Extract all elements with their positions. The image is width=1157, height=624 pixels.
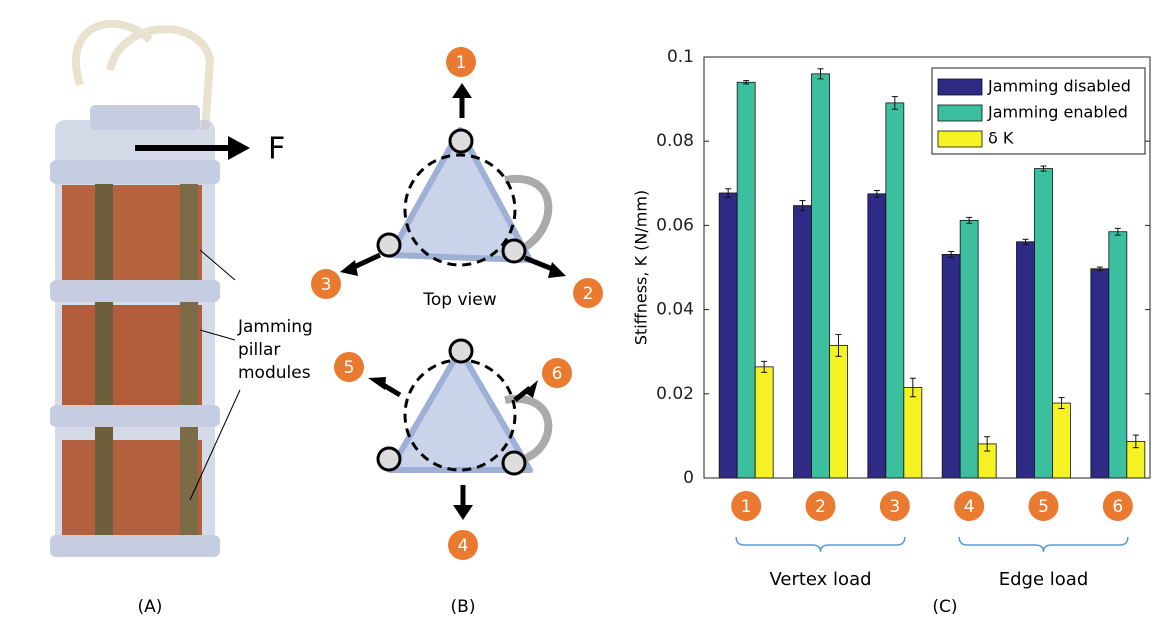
y-tick-label: 0.06 xyxy=(656,215,694,235)
group-label: Vertex load xyxy=(769,569,871,590)
badge-label: 2 xyxy=(815,497,826,517)
bar xyxy=(1035,169,1053,478)
y-tick-label: 0.04 xyxy=(656,300,694,320)
bar xyxy=(1091,269,1109,478)
force-label: F xyxy=(268,132,285,167)
group-label: Edge load xyxy=(999,569,1089,590)
badge-label: 5 xyxy=(344,358,355,378)
annotation: pillar xyxy=(238,340,280,360)
panel-label: (B) xyxy=(451,597,476,617)
bar xyxy=(830,345,848,478)
bar xyxy=(719,193,737,478)
bar xyxy=(1017,242,1035,478)
legend-label: Jamming disabled xyxy=(987,77,1131,96)
bar xyxy=(942,254,960,478)
legend-swatch xyxy=(938,131,982,147)
bar xyxy=(794,206,812,478)
y-tick-label: 0.02 xyxy=(656,384,694,404)
bar xyxy=(904,387,922,478)
bar xyxy=(812,74,830,478)
badge-label: 5 xyxy=(1038,497,1049,517)
figure: F Jamming pillar modules Top view 1 2 3 4 5 6… xyxy=(0,0,1157,624)
badge-label: 3 xyxy=(321,275,332,295)
bar xyxy=(755,367,773,478)
group-brace xyxy=(959,537,1128,552)
bar xyxy=(1109,232,1127,478)
badge-label: 3 xyxy=(889,497,900,517)
chart: 0 0.02 0.04 0.06 0.08 0.1 Stiffness, K (N/mm) 1… xyxy=(632,47,1151,590)
legend-swatch xyxy=(938,79,982,95)
caption: Top view xyxy=(422,290,496,310)
annotation: modules xyxy=(238,363,311,383)
badge-label: 6 xyxy=(552,364,563,384)
badge-label: 1 xyxy=(456,53,467,73)
bar xyxy=(868,194,886,478)
panel-label: (A) xyxy=(138,597,163,617)
annotation: Jamming xyxy=(237,317,313,337)
badge-label: 4 xyxy=(458,536,469,556)
panel-label: (C) xyxy=(932,597,957,617)
bar xyxy=(960,220,978,478)
legend-label: δ K xyxy=(988,129,1014,148)
device-photo xyxy=(50,24,250,557)
badge-label: 2 xyxy=(583,284,594,304)
legend-label: Jamming enabled xyxy=(987,103,1128,122)
bar xyxy=(1053,403,1071,478)
bar xyxy=(886,103,904,478)
y-axis-label: Stiffness, K (N/mm) xyxy=(632,190,651,345)
legend-swatch xyxy=(938,105,982,121)
badge-label: 1 xyxy=(741,497,752,517)
group-brace xyxy=(736,537,905,552)
badge-label: 6 xyxy=(1112,497,1123,517)
y-tick-label: 0 xyxy=(683,468,694,488)
y-tick-label: 0.1 xyxy=(667,47,694,67)
y-tick-label: 0.08 xyxy=(656,131,694,151)
bar xyxy=(737,82,755,478)
badge-label: 4 xyxy=(964,497,975,517)
